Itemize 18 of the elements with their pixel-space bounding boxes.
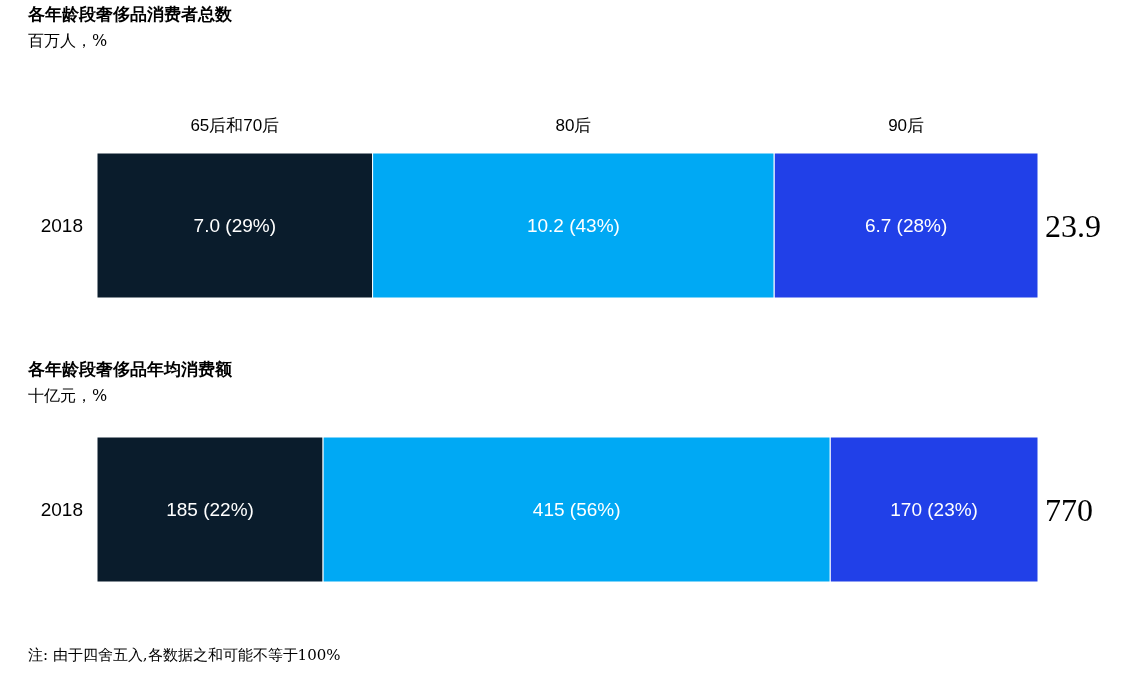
series-label: 65后和70后 [190, 116, 280, 135]
chart-title: 各年龄段奢侈品消费者总数 [27, 4, 233, 24]
series-label: 90后 [888, 116, 925, 135]
series-label: 80后 [555, 116, 592, 135]
data-label: 185 (22%) [166, 499, 254, 521]
y-tick-label: 2018 [40, 499, 83, 521]
chart-subtitle: 十亿元，% [28, 386, 108, 405]
data-label: 7.0 (29%) [193, 215, 276, 237]
chart-subtitle: 百万人，% [28, 31, 108, 50]
data-label: 6.7 (28%) [864, 215, 948, 237]
y-tick-label: 2018 [40, 215, 83, 237]
data-label: 10.2 (43%) [526, 215, 620, 237]
data-label: 170 (23%) [890, 499, 978, 521]
total-label: 770 [1045, 491, 1093, 528]
chart-title: 各年龄段奢侈品年均消费额 [27, 359, 233, 379]
text: 注: 由于四舍五入,各数据之和可能不等于100% [28, 646, 341, 664]
data-label: 415 (56%) [532, 499, 621, 521]
total-label: 23.9 [1045, 207, 1101, 244]
